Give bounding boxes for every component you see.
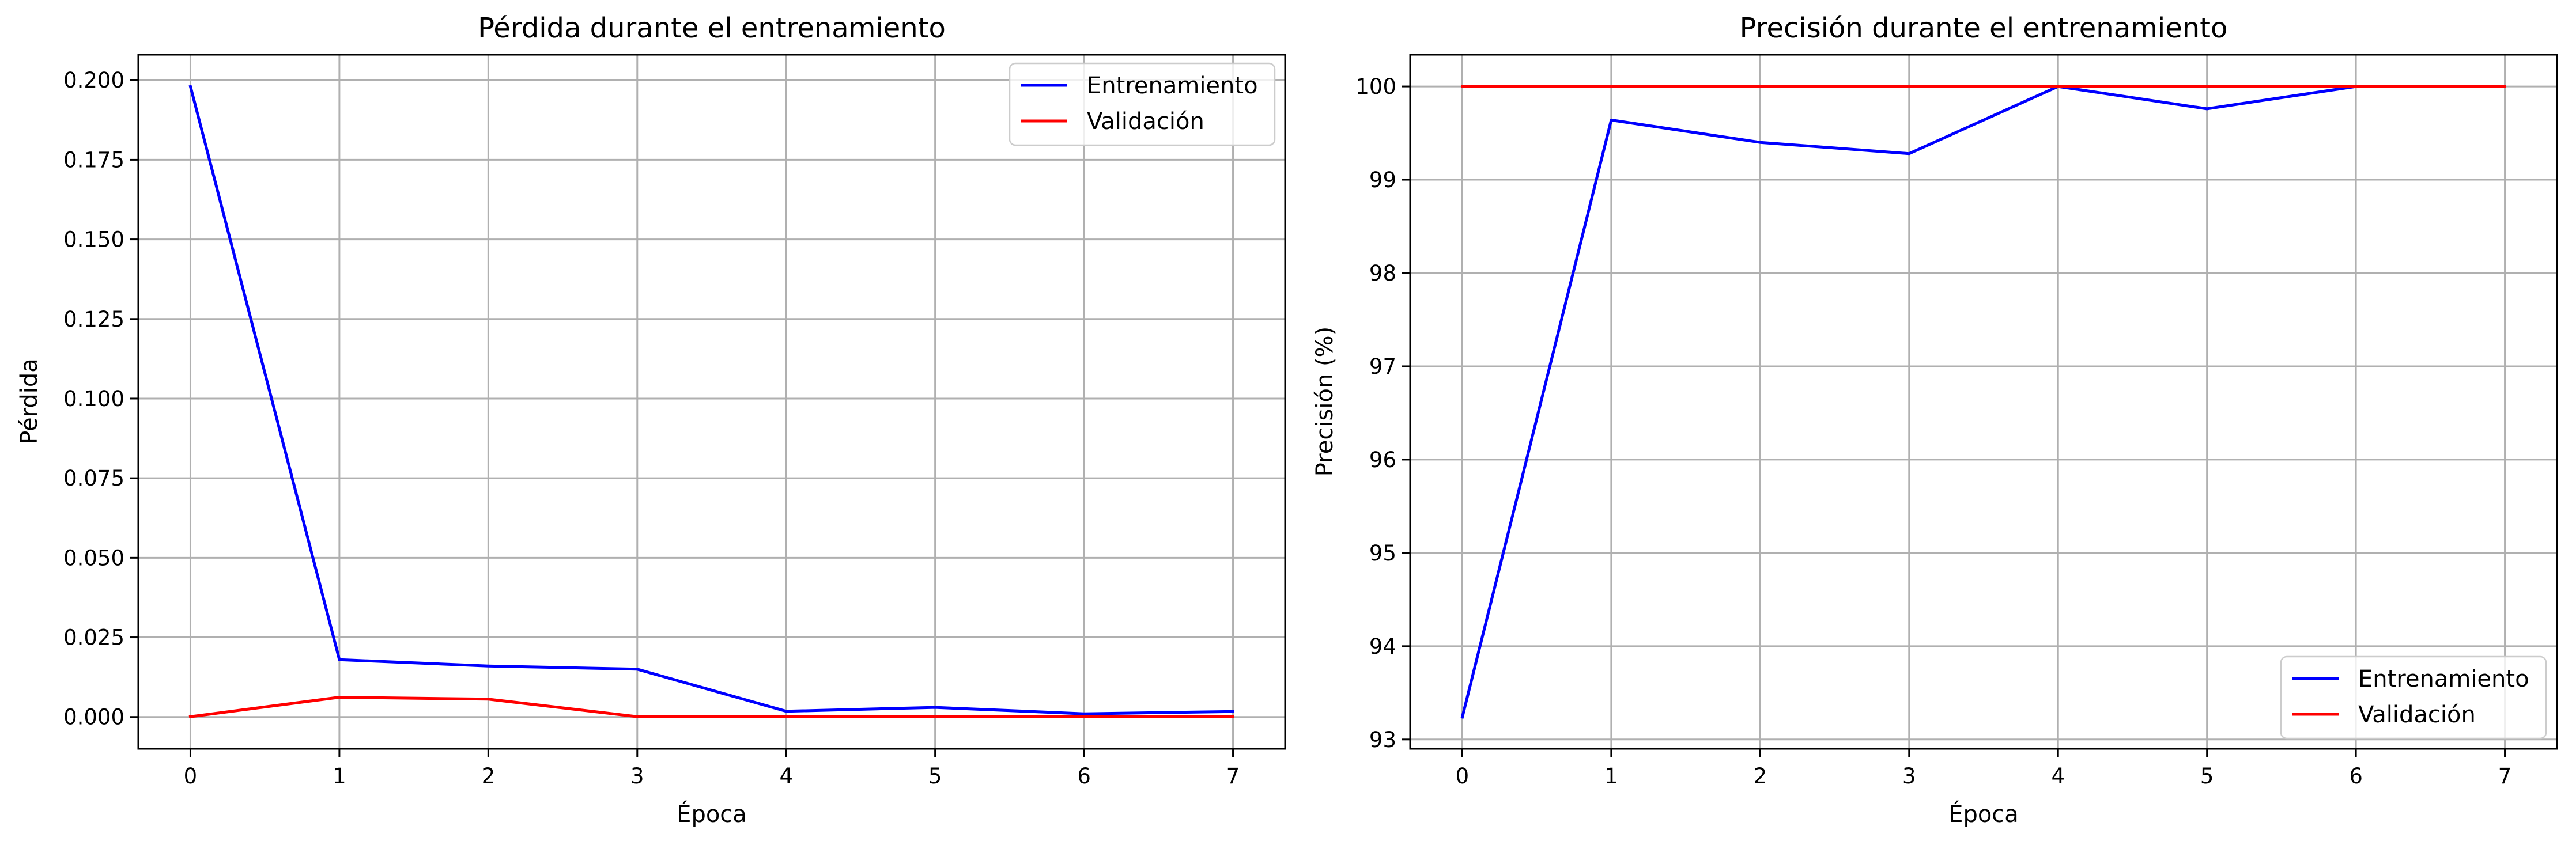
accuracy-y-tick-label: 98	[1369, 261, 1396, 286]
accuracy-legend-label-val: Validación	[2358, 702, 2476, 728]
accuracy-y-ticks: 93 94 95 96 97 98 99 100	[1355, 74, 1410, 752]
loss-y-tick-label: 0.000	[63, 705, 124, 730]
accuracy-legend-frame	[2280, 655, 2547, 740]
accuracy-y-tick-label: 96	[1369, 448, 1396, 472]
loss-y-tick-label: 0.075	[63, 466, 124, 491]
loss-x-tick-label: 2	[482, 764, 496, 789]
accuracy-y-tick-label: 99	[1369, 168, 1396, 192]
accuracy-y-tick-label: 97	[1369, 354, 1396, 379]
accuracy-y-axis-label: Precisión (%)	[1312, 327, 1338, 476]
loss-series-line-val	[188, 696, 1234, 719]
loss-legend-label-val: Validación	[1087, 108, 1204, 135]
loss-x-tick-label: 3	[630, 764, 644, 789]
accuracy-x-tick-label: 7	[2498, 764, 2512, 789]
accuracy-y-tick-label: 100	[1355, 74, 1396, 99]
loss-y-axis-label: Pérdida	[16, 358, 43, 444]
accuracy-x-tick-label: 2	[1754, 764, 1767, 789]
accuracy-x-axis-label: Época	[1948, 800, 2019, 828]
accuracy-legend: Entrenamiento Validación	[2280, 655, 2547, 740]
loss-x-tick-label: 1	[333, 764, 346, 789]
loss-plot-frame	[137, 54, 1286, 750]
accuracy-x-tick-label: 0	[1456, 764, 1470, 789]
accuracy-x-tick-label: 4	[2051, 764, 2065, 789]
loss-x-axis-label: Época	[677, 800, 747, 828]
accuracy-x-tick-label: 5	[2200, 764, 2214, 789]
loss-grid	[138, 55, 1285, 749]
accuracy-chart: 0 1 2 3 4 5 6 7 93 94 95 96 97 98 99 100 Precisión dur…	[1312, 12, 2558, 828]
loss-series-line-train	[188, 85, 1235, 715]
accuracy-series	[1460, 85, 2506, 719]
loss-y-tick-label: 0.100	[63, 386, 124, 411]
accuracy-grid	[1410, 55, 2557, 749]
loss-chart-title: Pérdida durante el entrenamiento	[478, 12, 946, 44]
loss-y-ticks: 0.000 0.025 0.050 0.075 0.100 0.125 0.150 0.175…	[63, 68, 138, 730]
accuracy-x-tick-label: 1	[1604, 764, 1618, 789]
accuracy-series-line-train	[1460, 85, 2506, 719]
loss-legend-label-train: Entrenamiento	[1087, 73, 1258, 99]
loss-y-tick-label: 0.175	[63, 147, 124, 172]
loss-x-tick-label: 4	[779, 764, 793, 789]
loss-x-ticks: 0 1 2 3 4 5 6 7	[184, 749, 1240, 789]
accuracy-y-tick-label: 93	[1369, 727, 1396, 752]
loss-legend-frame	[1009, 62, 1276, 146]
loss-x-tick-label: 5	[928, 764, 942, 789]
accuracy-y-tick-label: 95	[1369, 541, 1396, 566]
loss-y-tick-label: 0.150	[63, 228, 124, 252]
accuracy-y-tick-label: 94	[1369, 634, 1396, 659]
accuracy-chart-title: Precisión durante el entrenamiento	[1740, 12, 2228, 44]
accuracy-x-tick-label: 3	[1902, 764, 1916, 789]
loss-x-tick-label: 0	[184, 764, 198, 789]
loss-y-tick-label: 0.025	[63, 626, 124, 650]
accuracy-legend-label-train: Entrenamiento	[2358, 666, 2529, 692]
loss-y-tick-label: 0.200	[63, 68, 124, 93]
accuracy-x-tick-label: 6	[2349, 764, 2363, 789]
loss-x-tick-label: 6	[1077, 764, 1091, 789]
loss-series	[188, 85, 1235, 719]
accuracy-x-ticks: 0 1 2 3 4 5 6 7	[1456, 749, 2512, 789]
loss-y-tick-label: 0.050	[63, 545, 124, 570]
loss-x-tick-label: 7	[1226, 764, 1240, 789]
accuracy-plot-frame	[1409, 54, 2558, 750]
loss-y-tick-label: 0.125	[63, 307, 124, 332]
loss-legend: Entrenamiento Validación	[1009, 62, 1276, 146]
